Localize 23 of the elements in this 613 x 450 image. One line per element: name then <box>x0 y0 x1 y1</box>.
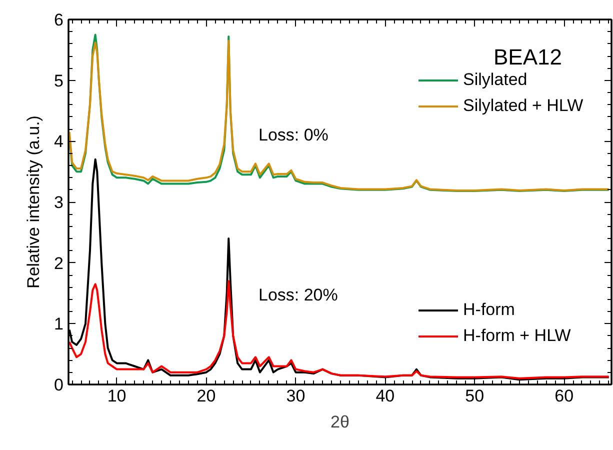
y-axis-title: Relative intensity (a.u.) <box>24 116 44 288</box>
x-tick-label: 50 <box>465 386 484 406</box>
annotation: BEA12 <box>494 44 562 70</box>
legend-label: Silylated <box>463 70 528 90</box>
x-axis-title: 2θ <box>330 412 350 432</box>
legend-label: Silylated + HLW <box>463 96 584 116</box>
x-tick-label: 40 <box>376 386 395 406</box>
y-tick-label: 4 <box>54 132 64 152</box>
y-tick-label: 6 <box>54 10 64 30</box>
y-tick-label: 0 <box>54 376 64 394</box>
y-tick-label: 1 <box>54 314 64 334</box>
annotation: Loss: 0% <box>258 126 328 144</box>
line-series <box>68 280 610 380</box>
x-tick-label: 60 <box>554 386 574 406</box>
legend-label: H-form + HLW <box>463 326 571 346</box>
y-tick-label: 5 <box>54 71 64 90</box>
x-tick-label: 30 <box>286 386 306 406</box>
x-tick-label: 10 <box>107 386 126 406</box>
y-tick-label: 3 <box>54 193 64 212</box>
x-tick-label: 20 <box>196 386 216 406</box>
annotation: Loss: 20% <box>258 286 338 304</box>
y-tick-label: 2 <box>54 254 64 273</box>
legend-label: H-form <box>463 300 515 320</box>
